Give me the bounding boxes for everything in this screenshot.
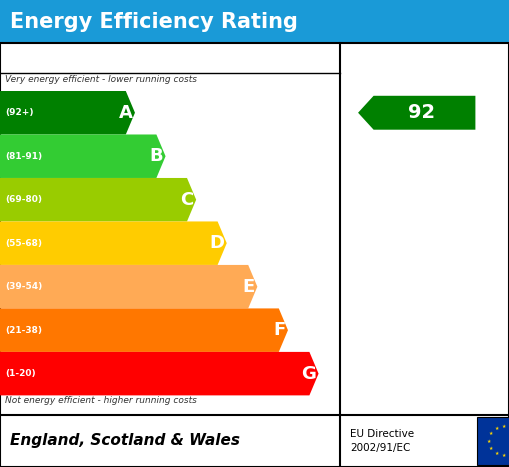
Text: A: A: [119, 104, 132, 122]
Polygon shape: [0, 91, 135, 134]
Text: EU Directive
2002/91/EC: EU Directive 2002/91/EC: [350, 429, 414, 453]
Text: B: B: [150, 147, 163, 165]
Text: C: C: [180, 191, 193, 209]
Text: (92+): (92+): [5, 108, 34, 117]
Polygon shape: [0, 178, 196, 221]
Text: 92: 92: [408, 103, 435, 122]
Polygon shape: [0, 134, 165, 178]
Text: ★: ★: [489, 446, 493, 451]
Text: F: F: [273, 321, 286, 339]
Text: England, Scotland & Wales: England, Scotland & Wales: [10, 433, 240, 448]
Text: ★: ★: [494, 451, 499, 456]
Text: ★: ★: [487, 439, 491, 444]
Text: (39-54): (39-54): [5, 282, 42, 291]
Bar: [477, 417, 509, 465]
Text: ★: ★: [502, 453, 506, 458]
Text: ★: ★: [489, 432, 493, 436]
Text: G: G: [301, 365, 316, 382]
Polygon shape: [358, 96, 475, 130]
Text: (1-20): (1-20): [5, 369, 36, 378]
Text: ★: ★: [502, 425, 506, 429]
Polygon shape: [0, 265, 258, 308]
Text: E: E: [243, 278, 255, 296]
Text: D: D: [209, 234, 224, 252]
Bar: [0, 0, 509, 43]
Text: (55-68): (55-68): [5, 239, 42, 248]
Text: (81-91): (81-91): [5, 152, 42, 161]
Text: (21-38): (21-38): [5, 325, 42, 335]
Text: ★: ★: [494, 426, 499, 431]
Polygon shape: [0, 352, 319, 396]
Text: Very energy efficient - lower running costs: Very energy efficient - lower running co…: [5, 75, 197, 85]
Text: Not energy efficient - higher running costs: Not energy efficient - higher running co…: [5, 396, 197, 405]
Text: (69-80): (69-80): [5, 195, 42, 204]
Polygon shape: [0, 308, 288, 352]
Text: Energy Efficiency Rating: Energy Efficiency Rating: [10, 12, 298, 31]
Polygon shape: [0, 221, 227, 265]
